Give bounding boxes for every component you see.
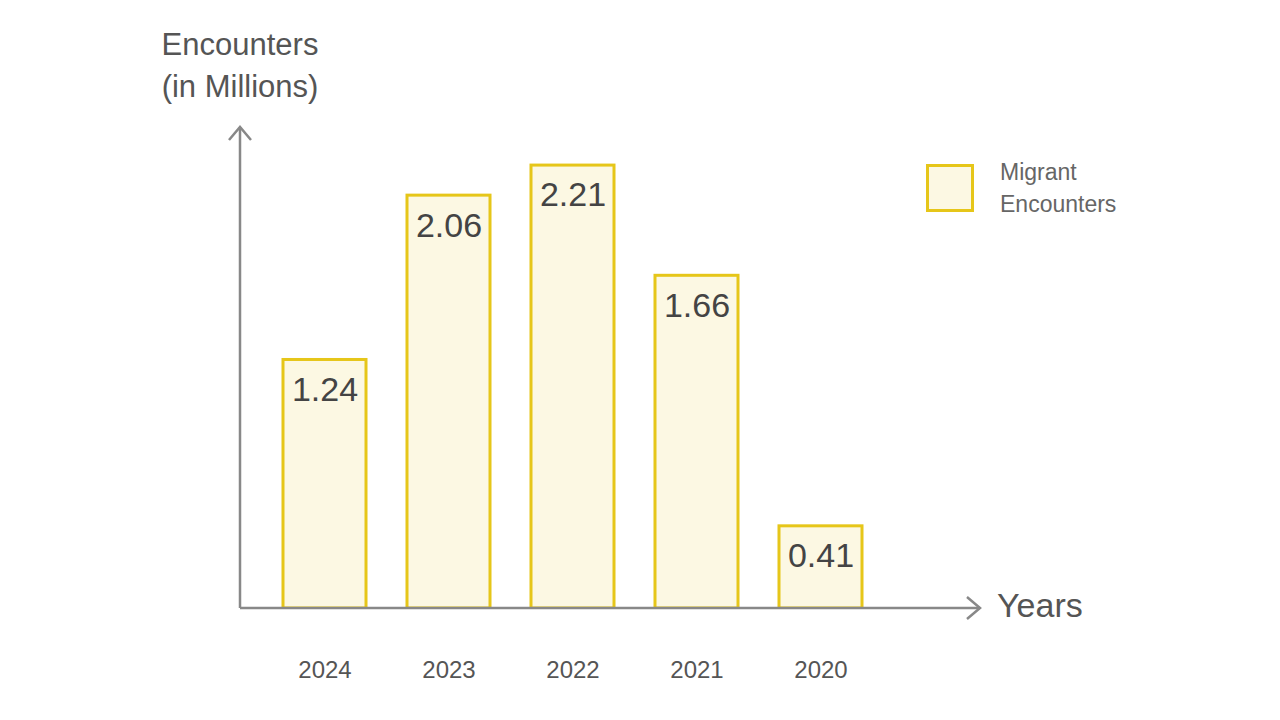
svg-text:2021: 2021 [670,656,723,683]
svg-text:2022: 2022 [546,656,599,683]
svg-text:2020: 2020 [794,656,847,683]
svg-text:1.24: 1.24 [292,370,358,408]
svg-text:1.66: 1.66 [664,286,730,324]
svg-text:0.41: 0.41 [788,536,854,574]
svg-text:2.06: 2.06 [416,206,482,244]
svg-text:2023: 2023 [422,656,475,683]
svg-text:2.21: 2.21 [540,175,606,213]
html-text:Migrant Encounters: Migrant Encounters [1000,159,1117,217]
svg-text:2024: 2024 [298,656,351,683]
html-text:Years: Years [997,586,1083,624]
html-text:Encounters (in Millions): Encounters (in Millions) [161,27,319,104]
